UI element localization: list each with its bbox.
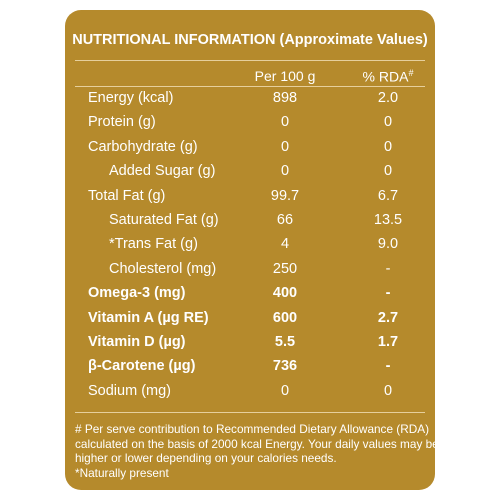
per-100g-value: 0 [280, 163, 290, 180]
table-row: Energy (kcal) 898 2.0 [65, 90, 435, 114]
footnote-line: calculated on the basis of 2000 kcal Ene… [75, 436, 435, 451]
table-row: Vitamin D (µg) 5.5 1.7 [65, 334, 435, 358]
nutrient-name: Sodium (mg) [88, 382, 171, 399]
nutrition-panel: NUTRITIONAL INFORMATION (Approximate Val… [65, 10, 435, 490]
per-100g-value: 4 [280, 236, 290, 253]
per-100g-value: 0 [280, 114, 290, 131]
rda-value: 2.7 [377, 309, 399, 326]
panel-title: NUTRITIONAL INFORMATION (Approximate Val… [72, 32, 428, 48]
rda-value: 0 [383, 163, 393, 180]
footnote-line: *Naturally present [75, 465, 169, 480]
nutrient-name: Saturated Fat (g) [109, 212, 219, 228]
per-100g-value: 5.5 [274, 334, 296, 350]
rda-value: 6.7 [377, 187, 399, 204]
table-row: Protein (g) 0 0 [65, 114, 435, 138]
table-row: Cholesterol (mg) 250 - [65, 261, 435, 285]
column-header-per-100g-label: Per 100 g [254, 68, 316, 84]
rda-value: - [385, 260, 391, 277]
table-row: Vitamin A (µg RE) 600 2.7 [65, 310, 435, 334]
header-divider [75, 86, 425, 87]
table-row: Total Fat (g) 99.7 6.7 [65, 188, 435, 212]
nutrient-name: Vitamin A (µg RE) [88, 309, 209, 326]
nutrient-name: Omega-3 (mg) [88, 285, 186, 302]
rda-value: - [385, 358, 391, 375]
nutrient-name: Total Fat (g) [88, 187, 166, 204]
table-row: Saturated Fat (g) 66 13.5 [65, 212, 435, 236]
per-100g-value: 400 [272, 285, 298, 302]
nutrient-name: Carbohydrate (g) [88, 138, 198, 155]
per-100g-value: 99.7 [270, 187, 300, 204]
footnote-line: # Per serve contribution to Recommended … [75, 422, 430, 436]
per-100g-value: 0 [280, 138, 290, 155]
table-row: Added Sugar (g) 0 0 [65, 163, 435, 187]
footnote-line: higher or lower depending on your calori… [75, 451, 337, 465]
nutrient-name: Added Sugar (g) [109, 163, 216, 180]
nutrient-name: Vitamin D (µg) [88, 334, 186, 350]
per-100g-value: 736 [272, 358, 298, 375]
table-row: Sodium (mg) 0 0 [65, 383, 435, 407]
footnote: # Per serve contribution to Recommended … [75, 422, 435, 480]
per-100g-value: 0 [280, 382, 290, 399]
rda-value: 0 [383, 382, 393, 399]
table-row: β-Carotene (µg) 736 - [65, 358, 435, 382]
rda-value: 0 [383, 138, 393, 155]
title-divider [75, 60, 425, 61]
table-row: Carbohydrate (g) 0 0 [65, 139, 435, 163]
nutrient-name: *Trans Fat (g) [109, 236, 198, 253]
table-row: Omega-3 (mg) 400 - [65, 285, 435, 309]
table-row: *Trans Fat (g) 4 9.0 [65, 236, 435, 260]
rda-value: 13.5 [373, 212, 403, 228]
nutrient-name: Protein (g) [88, 114, 156, 131]
nutrient-name: Energy (kcal) [88, 90, 174, 106]
rda-value: 9.0 [377, 236, 399, 253]
rda-value: - [385, 285, 391, 302]
per-100g-value: 898 [272, 90, 298, 106]
rda-footnote-mark: # [408, 68, 414, 78]
per-100g-value: 600 [272, 309, 298, 326]
column-header-rda-label: % RDA [362, 68, 409, 85]
column-header-per-100g: Per 100 g [240, 68, 330, 84]
rda-value: 1.7 [377, 334, 399, 350]
column-header-rda: % RDA# [343, 68, 433, 85]
rda-value: 2.0 [377, 90, 399, 106]
nutrient-name: Cholesterol (mg) [109, 260, 217, 277]
per-100g-value: 250 [272, 260, 298, 277]
nutrient-name: β-Carotene (µg) [88, 358, 196, 375]
table-bottom-divider [75, 412, 425, 413]
per-100g-value: 66 [276, 212, 294, 228]
rda-value: 0 [383, 114, 393, 131]
